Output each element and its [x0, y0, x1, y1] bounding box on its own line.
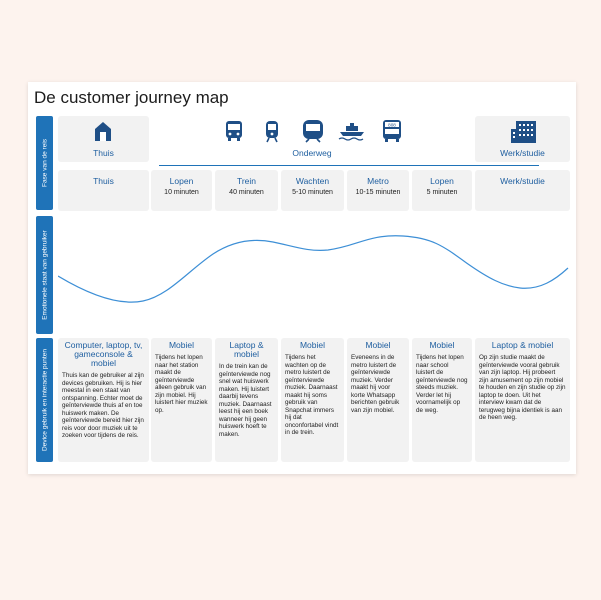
phase-thuis-label: Thuis [93, 148, 114, 158]
step-lopen-2: Lopen 5 minuten [412, 170, 472, 211]
svg-text:808: 808 [388, 122, 396, 127]
device-col-lopen-1: Mobiel Tijdens het lopen naar het station… [151, 338, 212, 462]
onderweg-divider [159, 165, 539, 166]
page-title: De customer journey map [34, 88, 229, 107]
train-icon [266, 121, 278, 143]
house-icon [95, 122, 111, 141]
device-col-thuis: Computer, laptop, tv, gameconsole & mobi… [58, 338, 149, 462]
journey-map-card: De customer journey map Fase van de reis… [28, 82, 576, 474]
device-col-trein: Laptop & mobiel In de trein kan de geïnte… [215, 338, 278, 462]
row-label-device: Device gebruik en interactie punten [36, 338, 53, 462]
metro-icon [303, 120, 323, 143]
step-metro: Metro 10-15 minuten [347, 170, 409, 211]
step-trein: Trein 40 minuten [215, 170, 278, 211]
bus-icon [226, 121, 242, 141]
emotion-line [58, 235, 569, 303]
step-lopen-1: Lopen 10 minuten [151, 170, 212, 211]
bus-808-icon: 808 [383, 120, 401, 142]
ferry-icon [338, 123, 364, 141]
row-label-fase: Fase van de reis [36, 116, 53, 210]
device-col-metro: Mobiel Eveneens in de metro luistert de g… [347, 338, 409, 462]
phase-werk-label: Werk/studie [500, 148, 545, 158]
emotion-curve [58, 216, 570, 334]
device-col-lopen-2: Mobiel Tijdens het lopen naar school luis… [412, 338, 472, 462]
step-werk: Werk/studie [475, 170, 570, 211]
step-thuis: Thuis [58, 170, 149, 211]
device-col-wachten: Mobiel Tijdens het wachten op de metro lu… [281, 338, 344, 462]
office-building-icon [511, 121, 536, 143]
device-col-werk: Laptop & mobiel Op zijn studie maakt de g… [475, 338, 570, 462]
phase-onderweg-label: Onderweg [292, 148, 332, 158]
step-wachten: Wachten 5-10 minuten [281, 170, 344, 211]
row-label-emotie: Emotionele staat van gebruiker [36, 216, 53, 334]
